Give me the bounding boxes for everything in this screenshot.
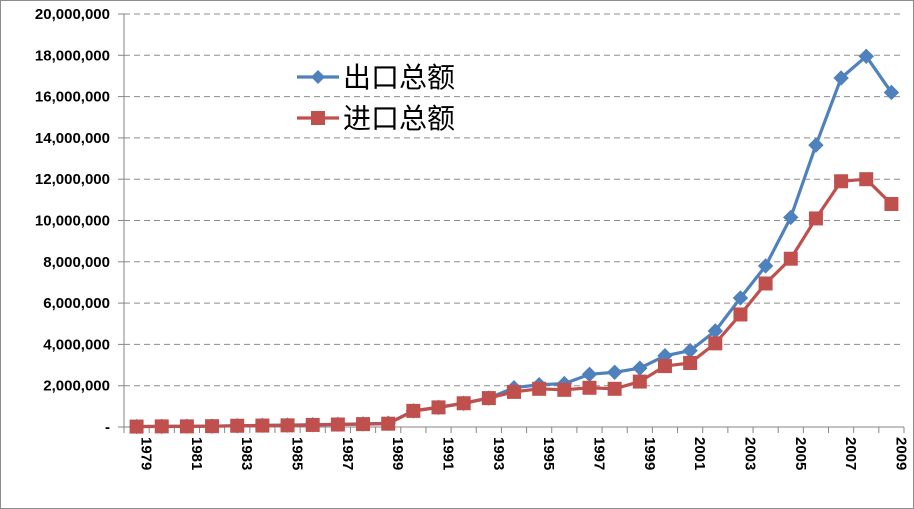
x-tick-label: 1989 bbox=[389, 437, 406, 470]
data-point-marker bbox=[683, 355, 698, 370]
data-point-marker bbox=[657, 359, 672, 374]
legend-label: 进口总额 bbox=[343, 102, 455, 135]
data-point-marker bbox=[406, 403, 421, 418]
y-axis-tick-labels: - 2,000,000 4,000,000 6,000,000 8,000,000 10,… bbox=[35, 6, 110, 436]
x-axis-tick-labels: 1979 1981 1983 1985 1987 1989 1991 1993 1995 1997… bbox=[138, 437, 910, 470]
x-tick-label: 2009 bbox=[892, 437, 909, 470]
y-tick-label: 10,000,000 bbox=[35, 213, 110, 230]
data-point-marker bbox=[356, 417, 371, 432]
data-point-marker bbox=[606, 364, 623, 380]
data-point-marker bbox=[154, 419, 169, 434]
data-point-marker bbox=[783, 251, 798, 266]
data-point-marker bbox=[481, 391, 496, 406]
data-point-marker bbox=[884, 196, 899, 211]
data-point-marker bbox=[129, 419, 144, 434]
data-point-marker bbox=[330, 417, 345, 432]
x-tick-label: 1983 bbox=[238, 437, 255, 470]
y-tick-label: 8,000,000 bbox=[43, 254, 110, 271]
x-tick-label: 2005 bbox=[792, 437, 809, 470]
y-tick-label: 2,000,000 bbox=[43, 378, 110, 395]
x-tick-label: 2007 bbox=[842, 437, 859, 470]
data-point-marker bbox=[381, 416, 396, 431]
data-point-marker bbox=[581, 366, 598, 383]
x-tick-label: 1985 bbox=[289, 437, 306, 470]
data-point-marker bbox=[456, 396, 471, 411]
data-point-marker bbox=[834, 174, 849, 189]
legend-entry: 出口总额 bbox=[297, 61, 455, 94]
y-tick-label: 14,000,000 bbox=[35, 130, 110, 147]
series-import-total bbox=[129, 172, 899, 434]
x-tick-label: 2001 bbox=[691, 437, 708, 470]
legend-label: 出口总额 bbox=[343, 61, 455, 94]
data-point-marker bbox=[758, 276, 773, 291]
axes bbox=[118, 13, 905, 433]
y-tick-label: 20,000,000 bbox=[35, 6, 110, 23]
data-point-marker bbox=[507, 384, 521, 399]
data-point-marker bbox=[431, 400, 446, 415]
data-point-marker bbox=[808, 211, 823, 226]
y-tick-label: 12,000,000 bbox=[35, 171, 110, 188]
data-point-marker bbox=[179, 419, 194, 434]
data-point-marker bbox=[532, 381, 547, 396]
legend-marker bbox=[311, 111, 325, 125]
data-point-marker bbox=[205, 419, 220, 434]
legend-marker bbox=[311, 70, 325, 84]
data-point-marker bbox=[708, 336, 723, 351]
data-point-marker bbox=[607, 381, 622, 396]
x-tick-label: 2003 bbox=[741, 437, 758, 470]
y-tick-label: - bbox=[105, 419, 110, 436]
x-tick-label: 1995 bbox=[540, 437, 557, 470]
x-tick-label: 1997 bbox=[590, 437, 607, 470]
data-point-marker bbox=[557, 382, 572, 397]
grid-lines bbox=[124, 13, 904, 387]
data-point-marker bbox=[883, 84, 900, 101]
data-point-marker bbox=[255, 418, 270, 433]
data-point-marker bbox=[859, 172, 874, 187]
y-tick-label: 18,000,000 bbox=[35, 47, 110, 64]
data-point-marker bbox=[733, 307, 748, 322]
x-tick-label: 1991 bbox=[440, 437, 457, 470]
data-point-marker bbox=[305, 417, 320, 432]
x-tick-label: 1979 bbox=[138, 437, 155, 470]
data-point-marker bbox=[280, 418, 295, 433]
data-point-marker bbox=[757, 258, 774, 274]
data-point-marker bbox=[632, 374, 647, 389]
series-export-total bbox=[128, 48, 900, 435]
y-tick-label: 4,000,000 bbox=[43, 336, 110, 353]
y-tick-label: 16,000,000 bbox=[35, 89, 110, 106]
data-point-marker bbox=[833, 70, 849, 86]
x-tick-label: 1987 bbox=[339, 437, 356, 470]
data-point-marker bbox=[783, 209, 799, 226]
series-lines bbox=[128, 48, 900, 435]
data-point-marker bbox=[632, 360, 648, 376]
data-point-marker bbox=[582, 380, 597, 395]
data-point-marker bbox=[732, 290, 749, 306]
legend-entry: 进口总额 bbox=[297, 102, 455, 135]
y-tick-label: 6,000,000 bbox=[43, 295, 110, 312]
x-tick-label: 1993 bbox=[490, 437, 507, 470]
data-point-marker bbox=[230, 418, 245, 433]
series-line bbox=[136, 54, 893, 429]
x-tick-label: 1999 bbox=[641, 437, 658, 470]
x-tick-label: 1981 bbox=[188, 437, 205, 470]
data-point-marker bbox=[808, 137, 824, 153]
data-point-marker bbox=[858, 48, 874, 65]
